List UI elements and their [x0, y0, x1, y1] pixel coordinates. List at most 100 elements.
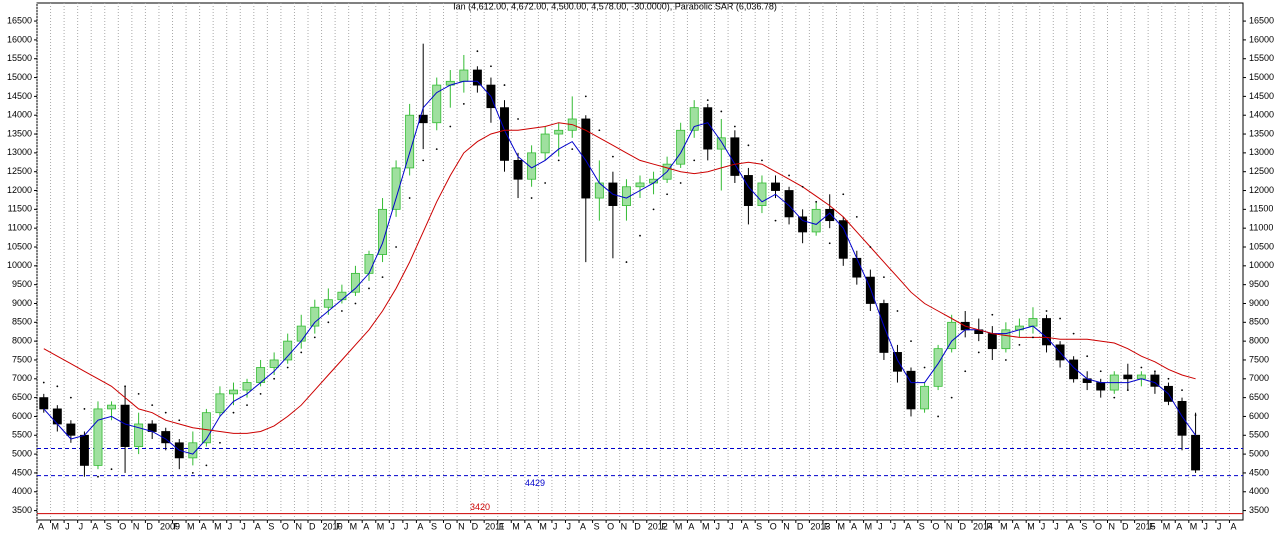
x-tick-label: M	[187, 521, 195, 531]
sar-dot	[422, 159, 425, 162]
x-tick-label: N	[133, 521, 140, 531]
candle-body	[39, 397, 49, 410]
sar-dot	[584, 95, 587, 98]
sar-dot	[178, 419, 181, 422]
sar-dot	[774, 219, 777, 222]
y-tick-label: 3500	[12, 505, 32, 515]
x-tick-label: O	[607, 521, 614, 531]
x-tick-label: O	[119, 521, 126, 531]
candle-body	[933, 348, 943, 387]
x-tick-label: F	[1149, 521, 1155, 531]
sar-dot	[1126, 389, 1129, 391]
x-tick-label: N	[946, 521, 953, 531]
x-tick-label: O	[932, 521, 939, 531]
candle-body	[134, 423, 144, 447]
y-tick-label: 14000	[1249, 110, 1274, 120]
sar-dot	[842, 193, 845, 196]
sar-dot	[340, 310, 343, 312]
x-tick-label: A	[743, 521, 749, 531]
candle-body	[987, 333, 997, 350]
x-tick-label: A	[363, 521, 369, 531]
x-tick-label: J	[65, 521, 70, 531]
x-tick-label: S	[594, 521, 600, 531]
candle-body	[269, 359, 279, 368]
sar-dot	[1113, 396, 1116, 399]
sar-dot	[639, 234, 641, 237]
x-tick-label: J	[892, 521, 897, 531]
x-tick-label: J	[1054, 521, 1059, 531]
x-tick-label: N	[458, 521, 465, 531]
y-tick-label: 8500	[12, 317, 32, 327]
x-tick-label: A	[526, 521, 532, 531]
sar-dot	[747, 144, 750, 147]
reference-label: 4429	[525, 478, 545, 488]
candle-body	[865, 276, 875, 304]
y-tick-label: 15500	[7, 53, 32, 63]
y-tick-label: 11000	[8, 223, 32, 233]
x-tick-label: A	[580, 521, 586, 531]
sar-dot	[449, 125, 452, 128]
y-tick-label: 5000	[1249, 448, 1269, 458]
sar-dot	[476, 50, 479, 53]
x-tick-label: M	[865, 521, 873, 531]
x-tick-label: M	[1163, 521, 1171, 531]
y-tick-label: 9500	[1249, 279, 1269, 289]
sar-dot	[815, 200, 818, 203]
sar-dot	[395, 246, 397, 248]
x-tick-label: S	[431, 521, 437, 531]
sar-dot	[977, 351, 980, 354]
candle-body	[852, 257, 862, 278]
sar-dot	[571, 148, 574, 151]
sar-dot	[1140, 366, 1143, 369]
sar-dot	[151, 404, 154, 407]
x-tick-label: A	[905, 521, 911, 531]
sar-dot	[164, 411, 167, 414]
candle-body	[283, 340, 293, 361]
x-tick-label: J	[1041, 521, 1046, 531]
y-tick-label: 12000	[1249, 185, 1274, 195]
x-tick-label: A	[92, 521, 98, 531]
candle-body	[215, 393, 225, 414]
sar-dot	[937, 415, 940, 418]
x-tick-label: 2011	[485, 521, 504, 531]
y-tick-label: 4000	[12, 486, 32, 496]
sar-dot	[801, 185, 804, 188]
sar-dot	[910, 340, 912, 343]
sar-dot	[828, 242, 831, 245]
moving-average-line	[43, 122, 1196, 434]
y-tick-label: 4500	[1249, 467, 1269, 477]
sar-dot	[56, 385, 59, 388]
x-tick-label: F	[824, 521, 830, 531]
y-tick-label: 15000	[7, 72, 32, 82]
y-tick-label: 6000	[1249, 411, 1269, 421]
sar-dot	[1018, 344, 1021, 346]
x-tick-label: D	[634, 521, 641, 531]
candle-body	[581, 118, 591, 199]
sar-dot	[693, 159, 696, 162]
y-tick-label: 10000	[1249, 260, 1274, 270]
sar-dot	[652, 208, 655, 211]
candle-body	[52, 408, 62, 425]
x-tick-label: A	[38, 521, 44, 531]
sar-dot	[1154, 370, 1156, 373]
x-tick-label: A	[417, 521, 423, 531]
x-tick-label: A	[688, 521, 694, 531]
x-tick-label: J	[390, 521, 395, 531]
x-tick-label: M	[1027, 521, 1035, 531]
y-tick-label: 14000	[7, 110, 32, 120]
sar-dot	[679, 182, 682, 184]
candle-body	[432, 84, 442, 124]
candle-body	[892, 352, 902, 372]
y-tick-label: 16000	[1249, 34, 1274, 44]
sar-dot	[666, 193, 669, 196]
sar-dot	[761, 159, 763, 162]
candle-body	[310, 306, 320, 327]
x-tick-label: D	[1122, 521, 1129, 531]
candle-body	[378, 208, 388, 255]
y-tick-label: 15000	[1249, 72, 1274, 82]
candle-body	[229, 389, 238, 395]
x-tick-label: M	[837, 521, 845, 531]
x-tick-label: S	[919, 521, 925, 531]
x-tick-label: F	[336, 521, 342, 531]
